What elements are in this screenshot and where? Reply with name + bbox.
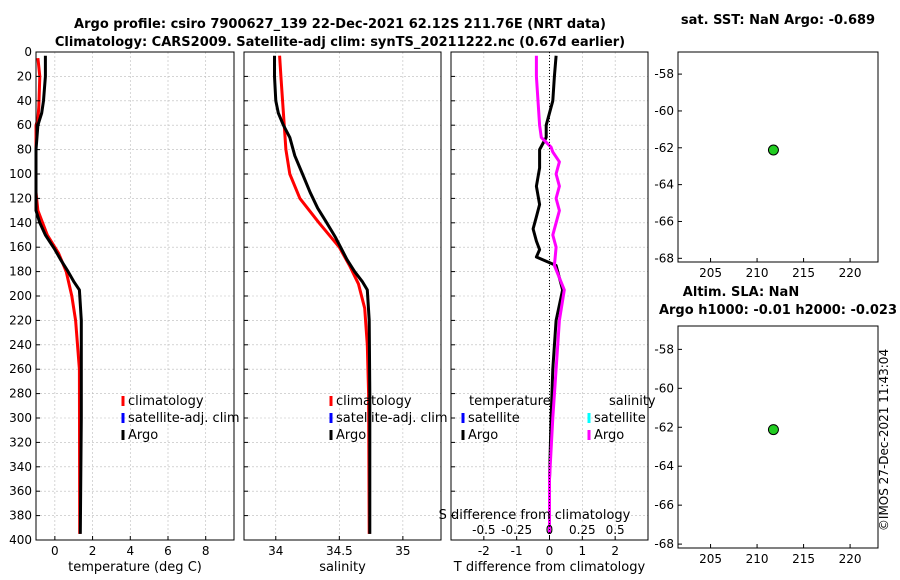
x-axis-label: temperature (deg C) (68, 560, 202, 575)
salinity-panel: 34 34.5 35 salinity climatology satellite-adj… (243, 51, 448, 575)
series-line-climatology (34, 57, 82, 534)
legend-entry: Argo (128, 428, 158, 443)
x-axis-label: salinity (319, 560, 366, 575)
y-tick-label: 40 (17, 94, 32, 108)
series-line-Argo (34, 55, 83, 534)
series-line-temperature-Argo (531, 55, 565, 534)
y-tick-label: 0 (24, 45, 32, 59)
map-y-tick-label: -60 (654, 381, 674, 395)
y-tick-label: 340 (9, 460, 32, 474)
argo-location-marker (767, 424, 779, 436)
sla-map-panel: -58 -60 -62 -64 -66 -68 205 210 215 220 (654, 325, 879, 566)
map-y-tick-label: -60 (654, 104, 674, 118)
x2-tick-label: 0.25 (569, 523, 596, 537)
x-tick-label: 0 (546, 544, 554, 558)
x-tick-label: 35 (395, 544, 410, 558)
y-tick-label: 100 (9, 167, 32, 181)
sla-map-title-line1: Altim. SLA: NaN (683, 285, 799, 300)
map-y-tick-label: -58 (654, 67, 674, 81)
difference-panel: -2 -1 0 1 2 T difference from climatology S di… (439, 51, 656, 575)
map-y-tick-label: -66 (654, 498, 674, 512)
sst-map-title: sat. SST: NaN Argo: -0.689 (681, 13, 875, 28)
map-x-tick-label: 205 (699, 266, 722, 280)
x-tick-label: 1 (579, 544, 587, 558)
figure-title-line2: Climatology: CARS2009. Satellite-adj cli… (55, 35, 625, 50)
map-x-tick-label: 210 (746, 552, 769, 566)
y-tick-label: 140 (9, 216, 32, 230)
map-y-tick-label: -62 (654, 420, 674, 434)
y-tick-label: 400 (9, 533, 32, 547)
x-tick-label: 2 (611, 544, 619, 558)
map-y-tick-label: -68 (654, 537, 674, 551)
y-tick-label: 20 (17, 69, 32, 83)
x-axis-label: T difference from climatology (453, 560, 646, 575)
y-tick-label: 180 (9, 265, 32, 279)
legend-entry: climatology (128, 394, 204, 409)
sla-map-title-line2: Argo h1000: -0.01 h2000: -0.023 (659, 303, 897, 318)
x-tick-label: 4 (126, 544, 134, 558)
x-tick-label: 34.5 (326, 544, 353, 558)
y-tick-label: 240 (9, 338, 32, 352)
y-tick-label: 160 (9, 240, 32, 254)
y-tick-label: 380 (9, 509, 32, 523)
y-tick-label: 260 (9, 362, 32, 376)
legend-header-temperature: temperature (469, 394, 551, 409)
x-tick-label: 0 (51, 544, 59, 558)
x2-axis-label: S difference from climatology (439, 508, 631, 523)
map-y-tick-label: -68 (654, 251, 674, 265)
legend-entry: satellite (468, 411, 520, 426)
y-tick-label: 60 (17, 118, 32, 132)
map-y-tick-label: -62 (654, 141, 674, 155)
map-x-tick-label: 215 (792, 266, 815, 280)
map-frame (677, 51, 879, 263)
series-line-climatology (278, 55, 371, 534)
legend-entry: satellite-adj. clim (336, 411, 448, 426)
legend-entry: climatology (336, 394, 412, 409)
legend-entry: satellite (594, 411, 646, 426)
map-y-tick-label: -64 (654, 459, 674, 473)
x-tick-label: -2 (478, 544, 490, 558)
y-tick-label: 320 (9, 435, 32, 449)
map-y-tick-label: -64 (654, 178, 674, 192)
y-tick-label: 220 (9, 313, 32, 327)
x2-tick-label: 0 (546, 523, 554, 537)
map-x-tick-label: 215 (792, 552, 815, 566)
legend-entry: Argo (468, 428, 498, 443)
sst-map-panel: -58 -60 -62 -64 -66 -68 205 210 215 220 (654, 51, 879, 280)
map-y-tick-label: -66 (654, 214, 674, 228)
figure-title-line1: Argo profile: csiro 7900627_139 22-Dec-2… (74, 17, 606, 32)
map-x-tick-label: 220 (839, 552, 862, 566)
x-tick-label: 6 (164, 544, 172, 558)
temperature-panel: 0204060801001201401601802002202402602803… (9, 45, 240, 575)
map-x-tick-label: 210 (746, 266, 769, 280)
legend-header-salinity: salinity (609, 394, 656, 409)
argo-location-marker (767, 144, 779, 156)
legend-entry: Argo (336, 428, 366, 443)
y-tick-label: 200 (9, 289, 32, 303)
x2-tick-label: 0.5 (606, 523, 625, 537)
x-tick-label: -1 (511, 544, 523, 558)
map-y-tick-label: -58 (654, 342, 674, 356)
y-tick-label: 80 (17, 143, 32, 157)
map-x-tick-label: 220 (839, 266, 862, 280)
x-tick-label: 34 (268, 544, 283, 558)
map-frame (677, 325, 879, 549)
legend-entry: Argo (594, 428, 624, 443)
x2-tick-label: -0.25 (501, 523, 532, 537)
x-tick-label: 8 (202, 544, 210, 558)
x-tick-label: 2 (89, 544, 97, 558)
imos-timestamp: ©IMOS 27-Dec-2021 11:43:04 (877, 349, 891, 531)
map-x-tick-label: 205 (699, 552, 722, 566)
y-tick-label: 280 (9, 387, 32, 401)
legend-entry: satellite-adj. clim (128, 411, 240, 426)
series-line-Argo (273, 55, 372, 534)
series-line-salinity-Argo (534, 55, 566, 534)
y-tick-label: 120 (9, 191, 32, 205)
y-tick-label: 360 (9, 484, 32, 498)
y-tick-label: 300 (9, 411, 32, 425)
x2-tick-label: -0.5 (472, 523, 495, 537)
